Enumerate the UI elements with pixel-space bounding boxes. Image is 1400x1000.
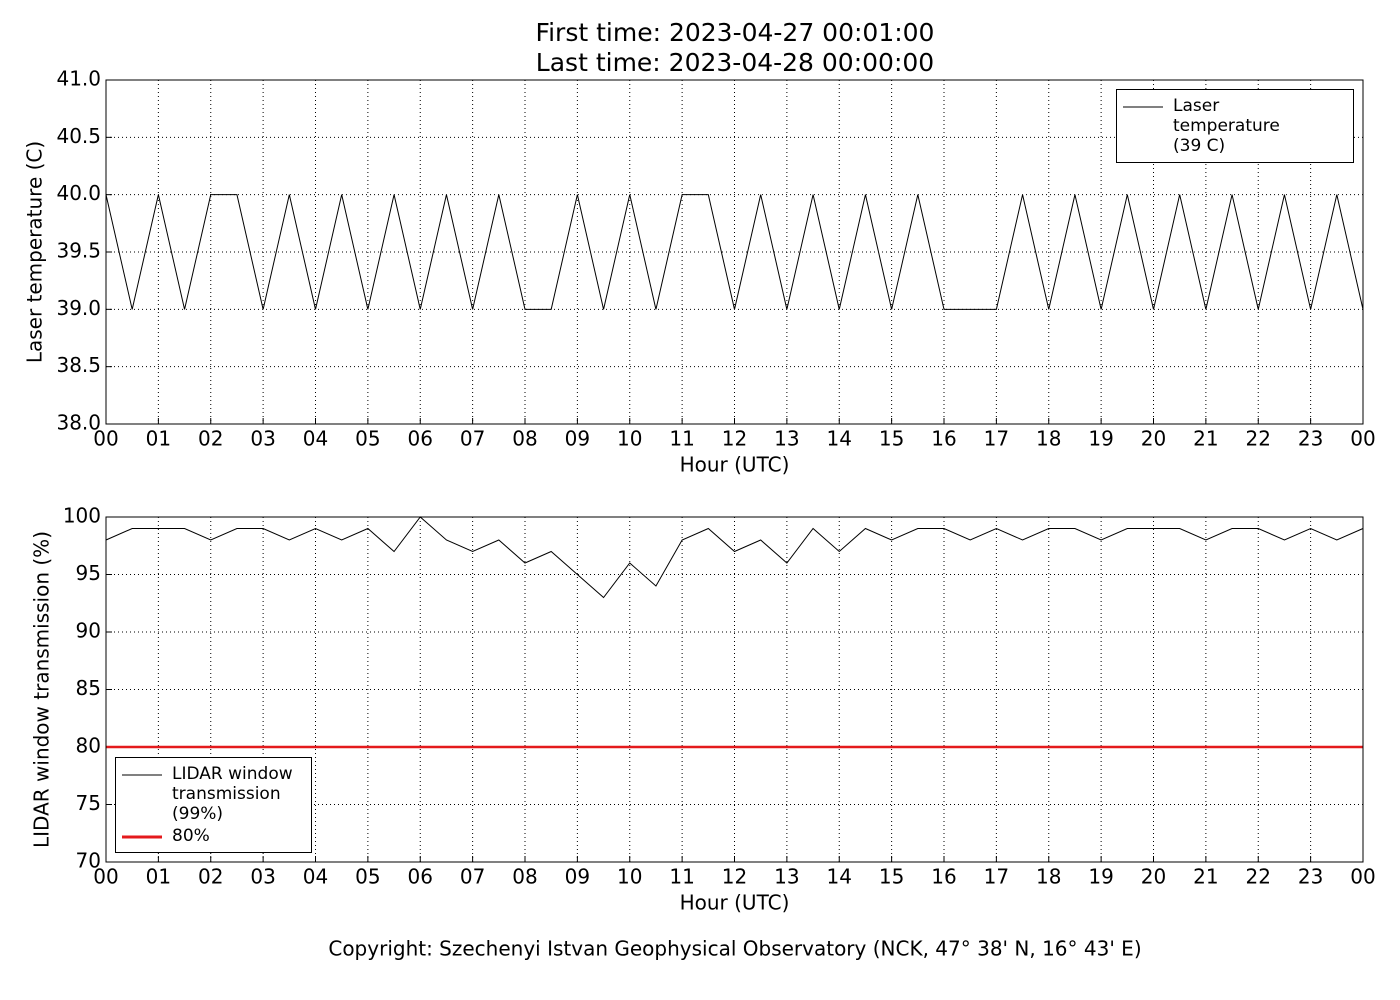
- x-tick-label: 05: [355, 427, 380, 451]
- x-tick-label: 04: [303, 427, 328, 451]
- y-tick-label: 40.0: [56, 181, 101, 205]
- legend-entry: LIDAR window transmission (99%): [122, 764, 305, 824]
- legend: LIDAR window transmission (99%) 80%: [115, 757, 312, 853]
- x-tick-label: 11: [669, 865, 694, 889]
- x-tick-label: 00: [1350, 865, 1375, 889]
- x-tick-label: 01: [146, 865, 171, 889]
- y-tick-label: 39.0: [56, 296, 101, 320]
- x-tick-label: 11: [669, 427, 694, 451]
- x-tick-label: 20: [1141, 865, 1166, 889]
- data-line: [105, 194, 1364, 310]
- x-tick-label: 08: [512, 427, 537, 451]
- x-tick-label: 13: [774, 865, 799, 889]
- y-tick-label: 95: [76, 561, 101, 585]
- x-tick-label: 20: [1141, 427, 1166, 451]
- legend: Laser temperature (39 C): [1116, 89, 1354, 163]
- x-tick-label: 17: [984, 865, 1009, 889]
- x-tick-label: 01: [146, 427, 171, 451]
- x-tick-label: 10: [617, 427, 642, 451]
- x-tick-label: 15: [879, 865, 904, 889]
- x-tick-label: 19: [1088, 427, 1113, 451]
- y-tick-label: 85: [76, 676, 101, 700]
- x-tick-label: 23: [1298, 865, 1323, 889]
- x-tick-label: 07: [460, 865, 485, 889]
- x-tick-label: 10: [617, 865, 642, 889]
- y-tick-label: 38.5: [56, 353, 101, 377]
- x-tick-label: 02: [198, 427, 223, 451]
- x-tick-label: 00: [93, 865, 118, 889]
- y-tick-label: 90: [76, 619, 101, 643]
- x-tick-label: 09: [565, 865, 590, 889]
- data-line: [105, 516, 1364, 599]
- y-tick-label: 100: [63, 504, 101, 528]
- y-tick-label: 40.5: [56, 124, 101, 148]
- x-tick-label: 18: [1036, 865, 1061, 889]
- plot-frame: [105, 516, 1364, 863]
- x-tick-label: 21: [1193, 427, 1218, 451]
- x-tick-label: 16: [931, 427, 956, 451]
- x-tick-label: 06: [408, 427, 433, 451]
- y-axis-label: Laser temperature (C): [23, 141, 47, 363]
- x-tick-label: 00: [93, 427, 118, 451]
- x-tick-label: 12: [722, 427, 747, 451]
- legend-entry: 80%: [122, 826, 305, 846]
- x-tick-label: 22: [1246, 427, 1271, 451]
- y-tick-label: 75: [76, 791, 101, 815]
- x-tick-label: 15: [879, 427, 904, 451]
- x-tick-label: 07: [460, 427, 485, 451]
- x-tick-label: 14: [827, 427, 852, 451]
- y-tick-label: 41.0: [56, 67, 101, 91]
- y-tick-label: 70: [76, 849, 101, 873]
- x-tick-label: 09: [565, 427, 590, 451]
- legend-swatch: [122, 835, 162, 839]
- x-tick-label: 16: [931, 865, 956, 889]
- x-tick-label: 13: [774, 427, 799, 451]
- y-tick-label: 39.5: [56, 239, 101, 263]
- x-tick-label: 08: [512, 865, 537, 889]
- x-tick-label: 14: [827, 865, 852, 889]
- x-tick-label: 17: [984, 427, 1009, 451]
- x-tick-label: 22: [1246, 865, 1271, 889]
- legend-swatch: [1123, 106, 1163, 108]
- x-tick-label: 19: [1088, 865, 1113, 889]
- x-tick-label: 06: [408, 865, 433, 889]
- x-tick-label: 04: [303, 865, 328, 889]
- y-tick-label: 38.0: [56, 411, 101, 435]
- legend-label: Laser temperature (39 C): [1173, 96, 1280, 156]
- plot-frame: [105, 79, 1364, 425]
- x-tick-label: 03: [250, 865, 275, 889]
- x-tick-label: 00: [1350, 427, 1375, 451]
- y-axis-label: LIDAR window transmission (%): [30, 531, 54, 848]
- x-tick-label: 03: [250, 427, 275, 451]
- title-line: First time: 2023-04-27 00:01:00: [536, 18, 935, 47]
- legend-label: LIDAR window transmission (99%): [172, 764, 293, 824]
- x-tick-label: 23: [1298, 427, 1323, 451]
- title-line: Last time: 2023-04-28 00:00:00: [536, 48, 934, 77]
- x-tick-label: 21: [1193, 865, 1218, 889]
- x-tick-label: 05: [355, 865, 380, 889]
- x-axis-label: Hour (UTC): [680, 453, 790, 477]
- legend-swatch: [122, 774, 162, 776]
- legend-entry: Laser temperature (39 C): [1123, 96, 1347, 156]
- y-tick-label: 80: [76, 734, 101, 758]
- x-axis-label: Hour (UTC): [680, 891, 790, 915]
- x-tick-label: 18: [1036, 427, 1061, 451]
- x-tick-label: 02: [198, 865, 223, 889]
- x-tick-label: 12: [722, 865, 747, 889]
- legend-label: 80%: [172, 826, 210, 846]
- footer: Copyright: Szechenyi Istvan Geophysical …: [328, 937, 1141, 961]
